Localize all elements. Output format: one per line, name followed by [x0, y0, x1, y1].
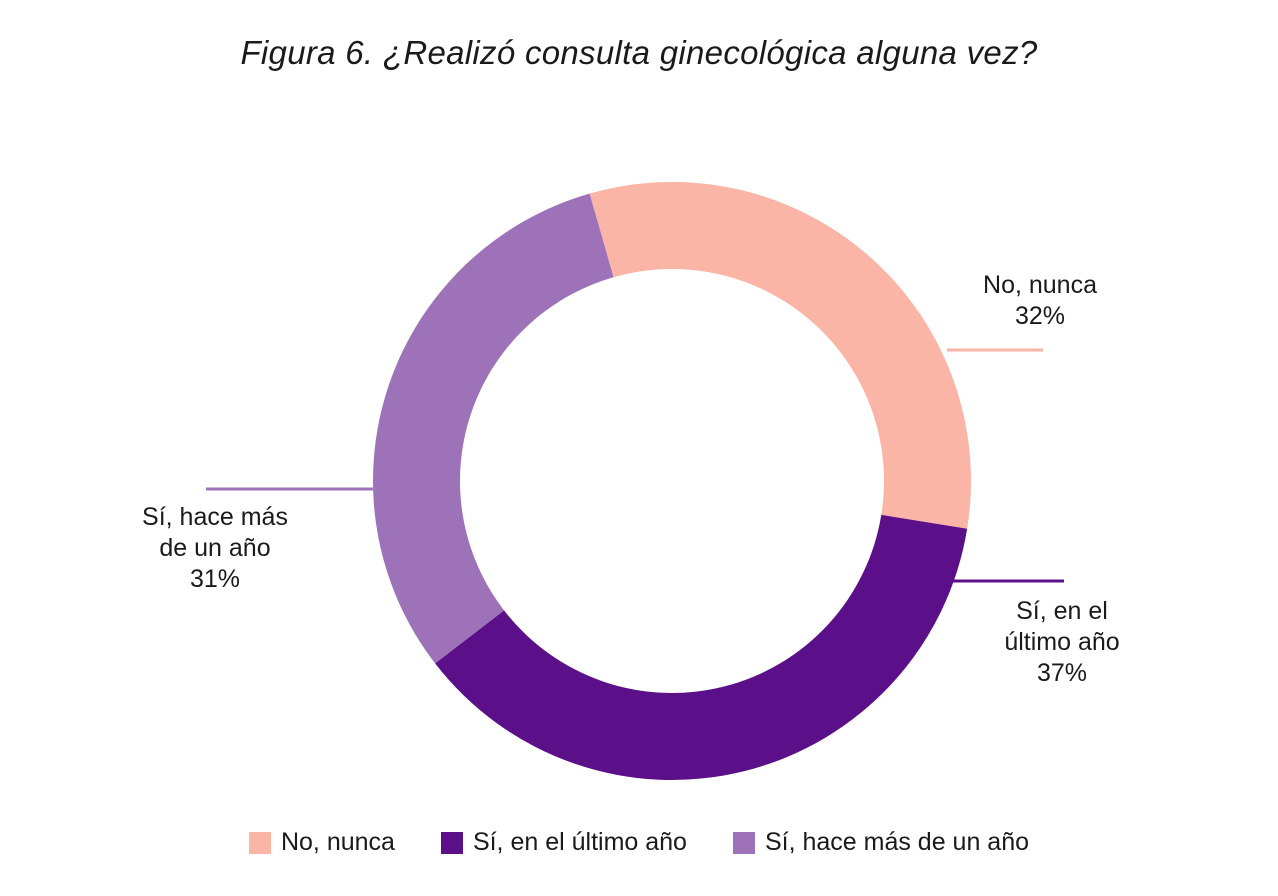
legend-item-si-hace-mas: Sí, hace más de un año	[732, 828, 1030, 857]
slice-label-text: último año	[1004, 628, 1120, 656]
slice-label-si-hace-mas: Sí, hace más de un año 31%	[100, 502, 330, 595]
slice-label-si-ultimo-ano: Sí, en el último año 37%	[962, 596, 1162, 689]
slice-value-label: 37%	[1036, 659, 1088, 687]
legend-swatch	[732, 831, 755, 854]
legend-label: Sí, hace más de un año	[764, 828, 1030, 856]
slice-si-ultimo-ano	[435, 514, 968, 780]
slice-si-hace-mas	[373, 193, 614, 664]
legend-item-no-nunca: No, nunca	[248, 828, 395, 857]
legend-label: Sí, en el último año	[472, 828, 687, 856]
legend-swatch	[248, 831, 271, 854]
leader-lines	[206, 348, 1064, 583]
legend: No, nunca Sí, en el último año Sí, hace …	[0, 828, 1278, 857]
slice-label-text: Sí, en el	[1016, 597, 1108, 625]
slice-label-text: No, nunca	[983, 271, 1097, 299]
slice-value-label: 31%	[189, 565, 241, 593]
slice-value-label: 32%	[1014, 302, 1066, 330]
legend-item-si-ultimo-ano: Sí, en el último año	[440, 828, 687, 857]
slice-label-no-nunca: No, nunca 32%	[940, 270, 1140, 332]
slice-label-text: Sí, hace más	[142, 503, 288, 531]
chart-title: Figura 6. ¿Realizó consulta ginecológica…	[240, 34, 1038, 71]
legend-label: No, nunca	[280, 828, 395, 856]
slice-label-text: de un año	[159, 534, 271, 562]
legend-swatch	[440, 831, 463, 854]
donut-slices	[373, 181, 972, 780]
slice-no-nunca	[589, 181, 972, 529]
